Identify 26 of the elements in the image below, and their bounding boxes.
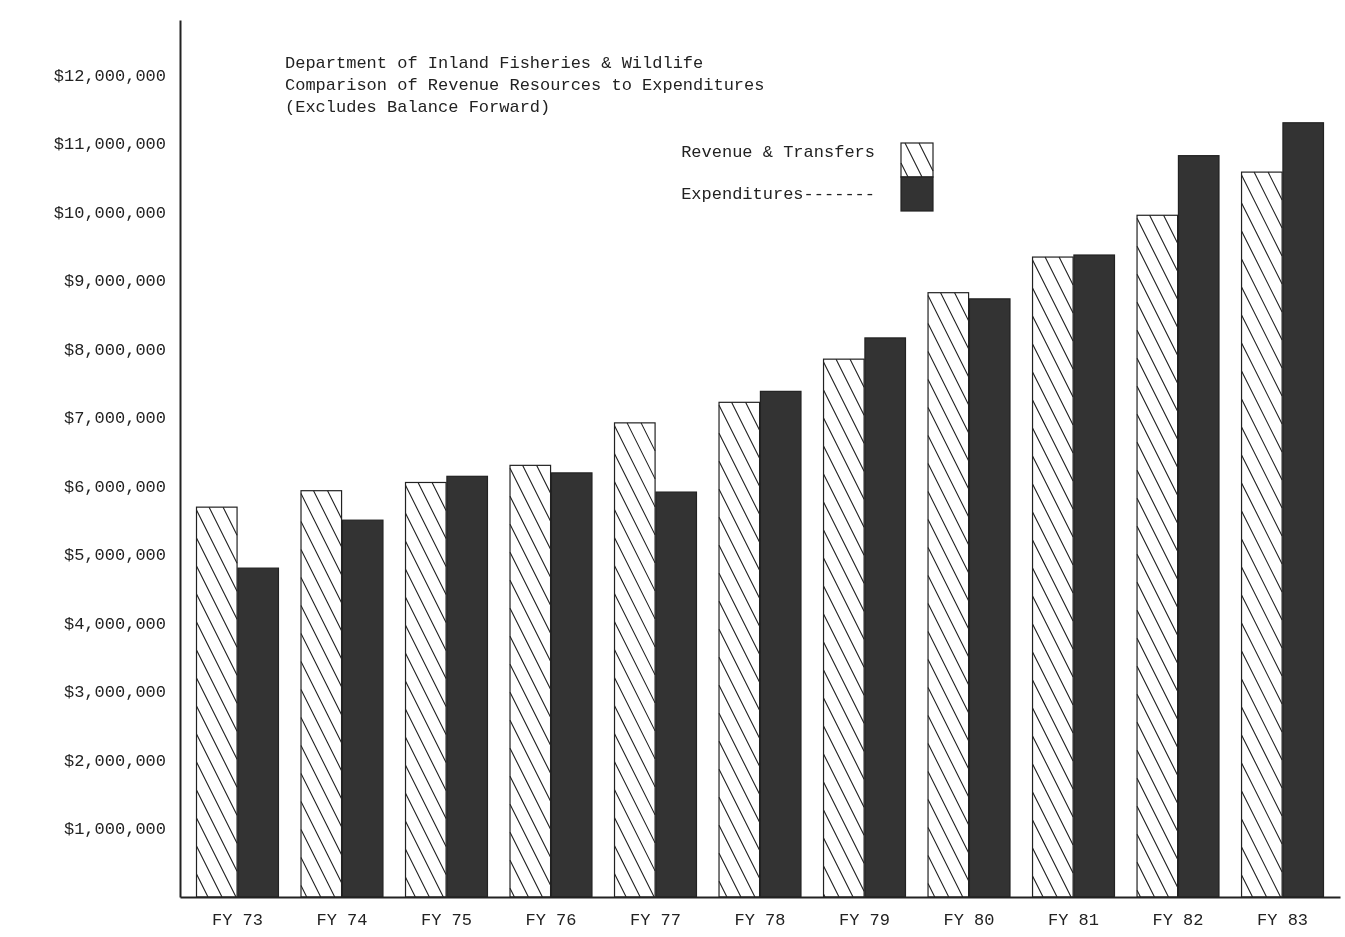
x-tick-label: FY 78 [734,911,786,931]
y-tick-label: $4,000,000 [63,614,166,634]
y-tick-label: $12,000,000 [53,66,166,86]
legend-label: Expenditures------- [681,185,875,204]
y-tick-label: $11,000,000 [53,135,166,155]
x-tick-label: FY 74 [316,911,368,931]
x-tick-label: FY 73 [211,911,263,931]
y-tick-label: $10,000,000 [53,203,166,223]
x-tick-label: FY 83 [1257,911,1309,931]
y-tick-label: $7,000,000 [63,409,166,429]
x-tick-label: FY 76 [525,911,577,931]
y-tick-label: $3,000,000 [63,683,166,703]
x-tick-label: FY 75 [420,911,472,931]
y-tick-label: $5,000,000 [63,546,166,566]
legend-label: Revenue & Transfers [681,143,875,162]
x-tick-label: FY 79 [839,911,891,931]
text: Department of Inland Fisheries & Wildlife Comparison of Revenue Resources to Expenditures (Excludes Balance Forward) [285,54,765,117]
x-tick-label: FY 81 [1048,911,1100,931]
y-tick-label: $8,000,000 [63,340,166,360]
y-tick-label: $1,000,000 [63,820,166,840]
x-tick-label: FY 80 [943,911,995,931]
y-tick-label: $2,000,000 [63,751,166,771]
y-tick-label: $6,000,000 [63,477,166,497]
x-tick-label: FY 82 [1152,911,1204,931]
y-tick-label: $9,000,000 [63,272,166,292]
x-tick-label: FY 77 [629,911,681,931]
